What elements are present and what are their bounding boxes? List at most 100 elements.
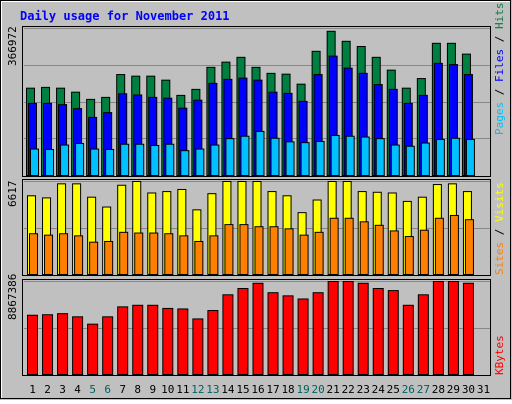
- x-tick-label: 17: [266, 383, 279, 396]
- pages-bar: [406, 146, 414, 175]
- legend-separator: /: [493, 82, 506, 102]
- x-tick-label: 5: [89, 383, 96, 396]
- pages-bar: [76, 143, 84, 175]
- pages-bar: [61, 145, 69, 175]
- pages-bar: [466, 139, 474, 175]
- legend-kbytes: KBytes: [493, 335, 506, 375]
- legend-files: Files: [493, 49, 506, 82]
- kbytes-bar: [418, 295, 428, 375]
- kbytes-bar: [433, 282, 443, 375]
- pages-bar: [421, 143, 429, 175]
- sites-bar: [330, 218, 338, 274]
- pages-bar: [196, 149, 204, 175]
- kbytes-bar: [268, 293, 278, 375]
- sites-bar: [135, 233, 143, 274]
- pages-bar: [451, 138, 459, 175]
- x-tick-label: 24: [372, 383, 386, 396]
- sites-bar: [150, 233, 158, 274]
- sites-bar: [345, 218, 353, 274]
- pages-bar: [166, 144, 174, 175]
- kbytes-bar: [283, 296, 293, 375]
- kbytes-bar: [118, 307, 128, 375]
- x-tick-label: 21: [327, 383, 340, 396]
- x-tick-label: 13: [206, 383, 219, 396]
- pages-bar: [346, 136, 354, 175]
- kbytes-bar: [193, 319, 203, 375]
- sites-bar: [405, 237, 413, 275]
- sites-bar: [195, 241, 203, 274]
- kbytes-bar: [403, 305, 413, 374]
- x-tick-label: 30: [462, 383, 475, 396]
- top-scale-label: 366972: [6, 26, 19, 66]
- pages-bar: [91, 149, 99, 175]
- x-tick-label: 2: [44, 383, 51, 396]
- kbytes-bar: [253, 283, 263, 374]
- x-tick-label: 16: [251, 383, 264, 396]
- x-tick-label: 23: [357, 383, 370, 396]
- kbytes-bar: [103, 317, 113, 375]
- legend-sites: Sites: [493, 242, 506, 275]
- kbytes-bar: [73, 317, 83, 375]
- kbytes-bar: [328, 282, 338, 375]
- pages-bar: [301, 143, 309, 176]
- kbytes-bar: [463, 283, 473, 374]
- pages-bar: [361, 137, 369, 175]
- sites-bar: [120, 232, 128, 274]
- kbytes-bar: [43, 315, 53, 375]
- kbytes-bar: [373, 288, 383, 374]
- kbytes-bar: [28, 315, 38, 374]
- pages-bar: [31, 149, 39, 175]
- kbytes-bar: [208, 311, 218, 375]
- pages-bar: [136, 144, 144, 175]
- legend-separator: /: [493, 222, 506, 242]
- pages-bar: [271, 138, 279, 175]
- sites-bar: [210, 236, 218, 275]
- sites-bar: [105, 241, 113, 274]
- legend-visits: Visits: [493, 182, 506, 222]
- legend-top: Pages / Files / Hits: [493, 3, 506, 136]
- sites-bar: [360, 222, 368, 275]
- kbytes-bar: [388, 291, 398, 375]
- x-tick-label: 18: [281, 383, 294, 396]
- kbytes-bar: [448, 282, 458, 375]
- sites-bar: [90, 242, 98, 274]
- sites-bar: [30, 234, 38, 275]
- legend-middle: Sites / Visits: [493, 182, 506, 275]
- x-tick-label: 25: [387, 383, 400, 396]
- x-tick-label: 12: [191, 383, 204, 396]
- x-tick-label: 7: [119, 383, 126, 396]
- pages-bar: [181, 151, 189, 176]
- pages-bar: [286, 142, 294, 176]
- chart-title: Daily usage for November 2011: [20, 9, 230, 23]
- sites-bar: [60, 234, 68, 275]
- pages-bar: [151, 145, 159, 175]
- kbytes-bar: [313, 293, 323, 375]
- pages-bar: [121, 144, 129, 175]
- kbytes-bar: [223, 295, 233, 375]
- sites-bar: [270, 227, 278, 275]
- sites-bar: [75, 236, 83, 275]
- pages-bar: [436, 139, 444, 175]
- pages-bar: [46, 149, 54, 175]
- sites-bar: [45, 235, 53, 274]
- x-tick-label: 1: [29, 383, 36, 396]
- x-tick-label: 26: [402, 383, 415, 396]
- sites-bar: [375, 225, 383, 274]
- pages-bar: [106, 149, 114, 175]
- kbytes-bar: [133, 305, 143, 374]
- sites-bar: [285, 229, 293, 275]
- sites-bar: [390, 231, 398, 275]
- sites-bar: [165, 234, 173, 275]
- x-tick-label: 10: [161, 383, 174, 396]
- x-tick-label: 3: [59, 383, 66, 396]
- pages-bar: [226, 139, 234, 176]
- sites-bar: [300, 235, 308, 274]
- x-tick-label: 8: [134, 383, 141, 396]
- x-tick-label: 28: [432, 383, 445, 396]
- legend-bottom: KBytes: [493, 335, 506, 375]
- sites-bar: [435, 218, 443, 274]
- pages-bar: [391, 145, 399, 175]
- legend-pages: Pages: [493, 102, 506, 135]
